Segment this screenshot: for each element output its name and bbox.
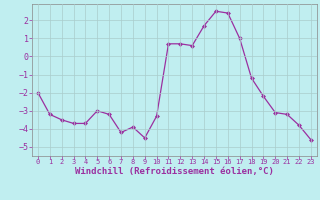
X-axis label: Windchill (Refroidissement éolien,°C): Windchill (Refroidissement éolien,°C) <box>75 167 274 176</box>
